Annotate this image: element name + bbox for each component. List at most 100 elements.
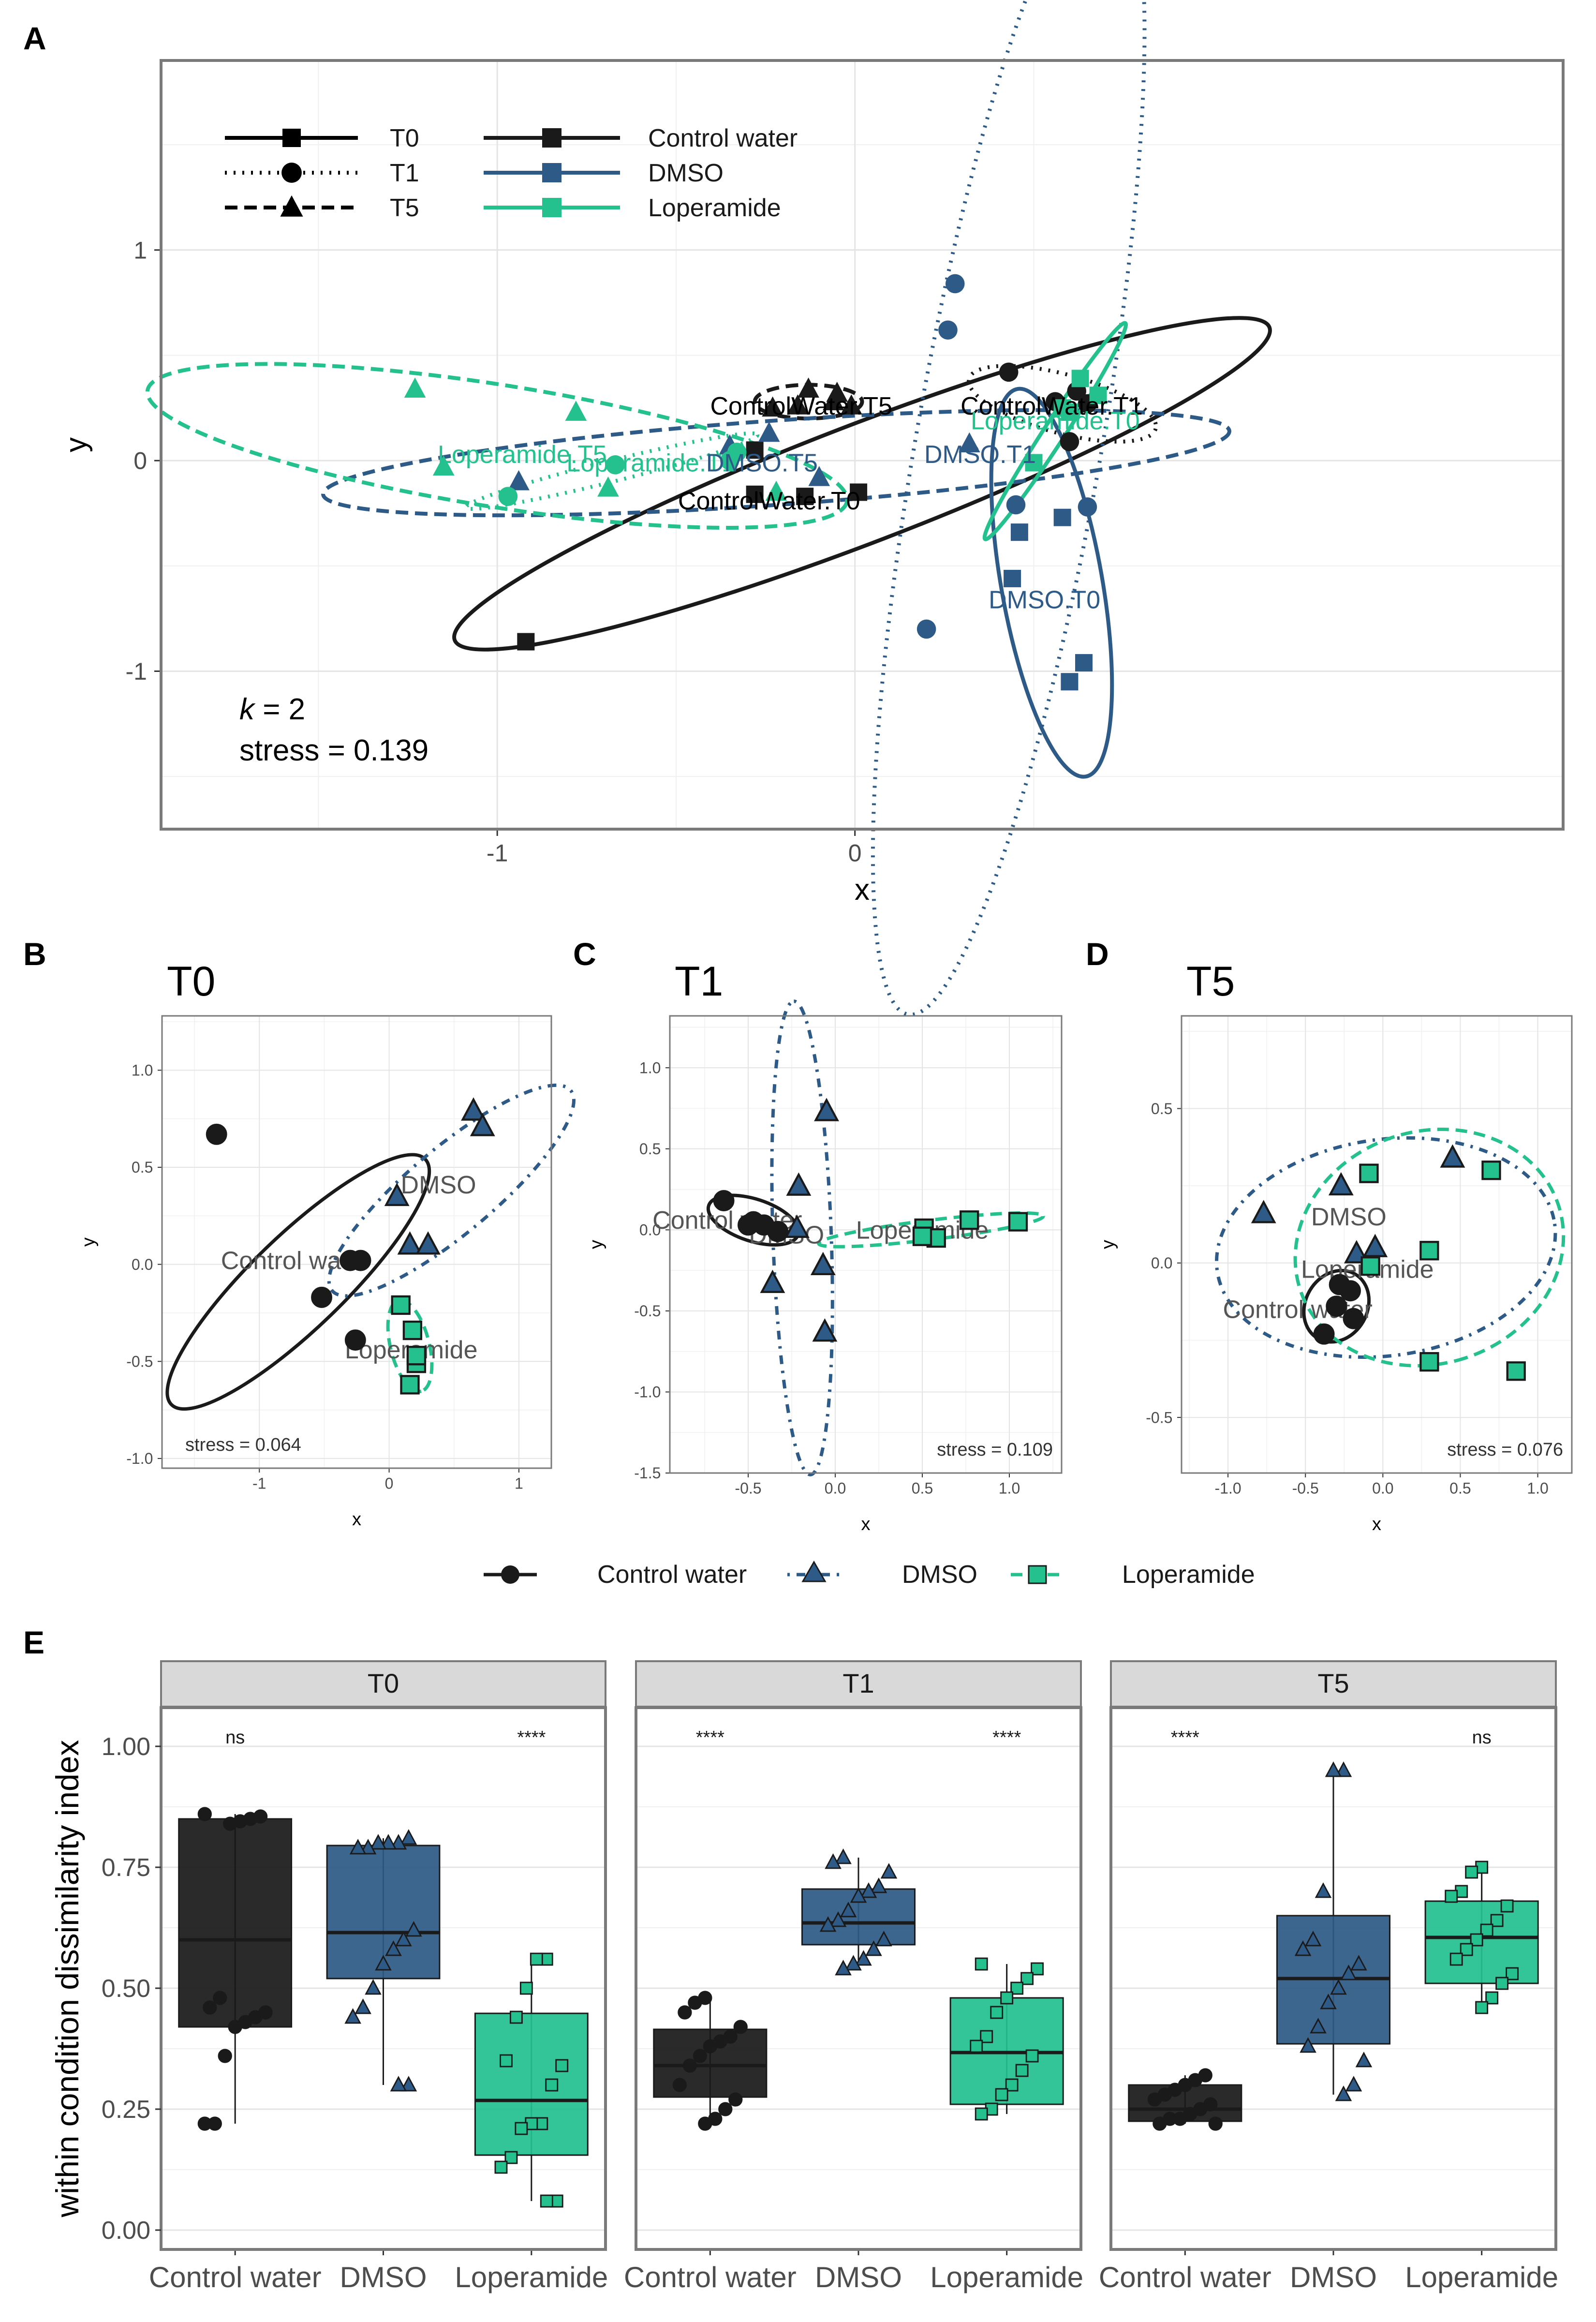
point-dmso-t0	[1053, 508, 1071, 526]
legend-label-dmso: DMSO	[902, 1561, 977, 1589]
ellipse-control	[165, 1153, 431, 1411]
point-dmso	[825, 1853, 842, 1869]
x-tick-label: -1	[252, 1475, 266, 1492]
point-dmso	[380, 1834, 397, 1850]
y-tick-label: -1	[126, 658, 147, 685]
stress-label: stress = 0.139	[239, 734, 429, 767]
point-control-t5	[762, 396, 783, 417]
point-control-t0	[746, 485, 764, 503]
y-tick-label: 1.0	[639, 1059, 661, 1076]
point-dmso-t0	[1075, 654, 1093, 672]
facet-strip	[1110, 1660, 1557, 1708]
ellipse-dmso	[1214, 1136, 1557, 1359]
point-dmso	[814, 1098, 839, 1121]
plot-border	[160, 1706, 607, 2251]
legend-marker-control	[501, 1565, 519, 1584]
point-loperamide-t5	[765, 480, 787, 501]
x-tick-label: 0	[385, 1475, 394, 1492]
point-dmso	[865, 1940, 882, 1956]
plot-border	[161, 1015, 552, 1469]
point-control	[1208, 2116, 1223, 2131]
point-control	[1313, 1323, 1335, 1345]
x-axis-title: x	[861, 1514, 871, 1534]
x-tick-label: 0	[848, 840, 862, 867]
point-dmso	[875, 1931, 892, 1947]
dissimilarity-boxplot: T0 ns Control water DMSO **** Loperamide T1 ***…	[49, 1660, 1558, 2293]
point-dmso	[829, 1911, 847, 1927]
point-loperamide	[1000, 1991, 1014, 2005]
point-dmso	[397, 1231, 423, 1255]
point-dmso	[365, 1979, 382, 1995]
plot-border	[635, 1706, 1082, 2251]
y-tick-label: 0.50	[102, 1975, 150, 2003]
plot-background	[670, 1016, 1062, 1473]
plot-background	[162, 1016, 551, 1468]
point-control	[672, 2078, 687, 2092]
panel-letter-a: A	[23, 20, 46, 56]
y-tick-label: -0.5	[1146, 1409, 1172, 1426]
y-tick-label: 0.0	[132, 1256, 153, 1273]
x-tick-label: Control water	[1099, 2261, 1271, 2293]
plot-background	[161, 60, 1563, 829]
point-loperamide-t0	[1025, 454, 1043, 472]
point-control	[703, 2039, 717, 2054]
y-axis-title: y	[78, 1237, 99, 1247]
facet-t1: T1 **** Control water DMSO **** Loperamide	[624, 1660, 1083, 2293]
facet-label: T0	[368, 1668, 399, 1698]
point-loperamide	[400, 1375, 420, 1395]
point-loperamide	[975, 1957, 988, 1971]
point-dmso	[880, 1863, 898, 1879]
point-dmso	[1294, 1940, 1312, 1956]
facet-strip	[635, 1660, 1082, 1708]
x-tick-label: DMSO	[815, 2261, 902, 2293]
point-loperamide	[1020, 1972, 1034, 1985]
panel-letter-e: E	[23, 1624, 44, 1660]
point-control	[344, 1329, 366, 1351]
y-axis-title: within condition dissimilarity index	[49, 1740, 85, 2218]
centroid-label: Loperamide.T0	[971, 407, 1140, 435]
point-loperamide	[500, 2054, 513, 2068]
ellipse-control-t0	[452, 316, 1272, 652]
point-dmso	[1335, 1761, 1352, 1777]
point-control-t1	[1060, 432, 1079, 451]
significance-label: ****	[696, 1727, 724, 1748]
point-dmso-t5	[508, 470, 530, 491]
point-dmso	[405, 1921, 422, 1937]
legend-group-marker	[542, 163, 562, 182]
point-dmso-t1	[1006, 495, 1026, 515]
y-tick-label: -1.5	[634, 1464, 661, 1482]
centroid-label: DMSO.T5	[706, 449, 818, 477]
point-dmso	[835, 1960, 852, 1976]
legend-time-marker	[281, 163, 302, 183]
centroid-label: DMSO.T0	[989, 586, 1100, 614]
point-dmso	[349, 1839, 367, 1855]
significance-label: ns	[1472, 1727, 1492, 1748]
point-control	[728, 2092, 743, 2107]
y-tick-label: -1.0	[126, 1450, 153, 1467]
x-tick-label: 0.0	[1372, 1480, 1393, 1497]
point-control	[213, 1991, 227, 2005]
point-dmso	[1340, 1965, 1357, 1980]
panel-title: T5	[1186, 958, 1235, 1005]
y-tick-label: 1.00	[102, 1733, 150, 1761]
point-dmso	[1328, 1172, 1354, 1196]
point-dmso	[461, 1097, 486, 1121]
point-loperamide	[1475, 2001, 1489, 2014]
x-tick-label: 1	[515, 1475, 523, 1492]
point-loperamide	[515, 2122, 528, 2135]
x-axis-title: x	[1372, 1514, 1381, 1534]
point-control	[718, 2102, 733, 2116]
y-axis-title: y	[586, 1240, 606, 1249]
facet-t0: T0 ns Control water DMSO **** Loperamide	[149, 1660, 608, 2293]
point-control-t5	[787, 394, 809, 415]
point-dmso-t1	[945, 274, 965, 294]
point-loperamide-t0	[1071, 370, 1089, 387]
point-control	[1153, 2116, 1167, 2131]
point-control	[1147, 2092, 1162, 2107]
point-dmso	[1310, 2018, 1327, 2034]
point-control-t5	[840, 394, 862, 415]
